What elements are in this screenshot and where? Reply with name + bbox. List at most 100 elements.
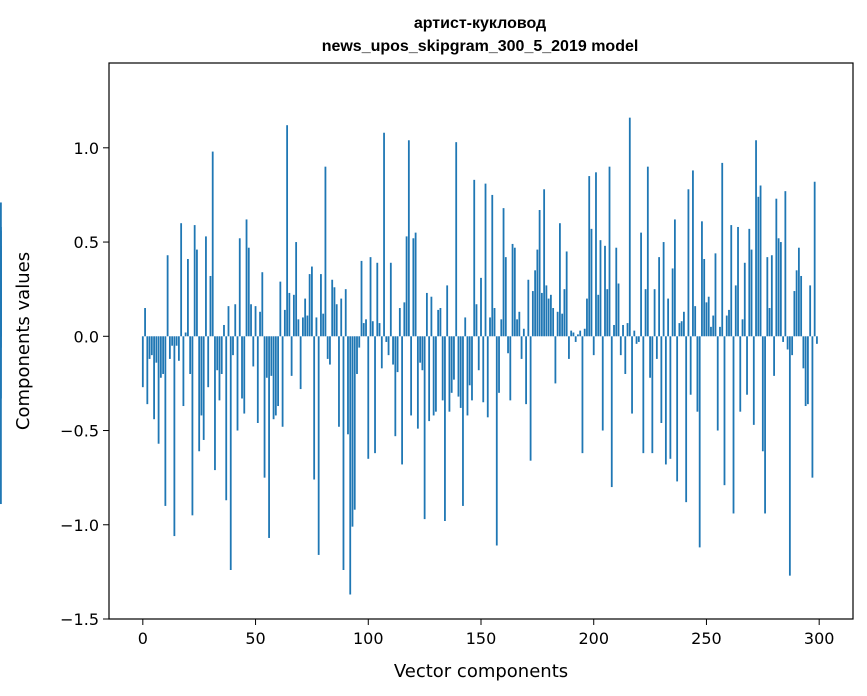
bar — [340, 298, 343, 337]
bar — [329, 336, 331, 365]
x-tick-label: 250 — [691, 629, 722, 648]
bar — [243, 336, 246, 414]
bar — [608, 166, 611, 337]
bar — [308, 274, 311, 337]
bar — [518, 311, 521, 337]
bar — [660, 336, 663, 423]
bar — [0, 336, 2, 348]
bar — [430, 296, 433, 337]
bar — [0, 336, 2, 505]
bars-group — [0, 117, 818, 595]
bar — [232, 336, 234, 356]
x-tick-label: 300 — [804, 629, 835, 648]
bar — [281, 336, 284, 427]
bar — [613, 324, 615, 337]
bar — [146, 336, 149, 405]
bar — [678, 323, 681, 337]
bar — [311, 266, 313, 337]
bar — [788, 336, 791, 576]
bar — [779, 242, 782, 337]
bar — [538, 210, 541, 337]
bar — [651, 336, 654, 454]
bar — [468, 336, 471, 386]
bar — [601, 336, 604, 431]
bar — [804, 336, 807, 407]
bar — [728, 309, 730, 337]
bar — [315, 317, 318, 337]
bar — [446, 285, 449, 337]
bar — [768, 308, 771, 337]
bar — [236, 336, 239, 431]
bar — [338, 336, 340, 427]
bar — [412, 238, 415, 337]
bar — [455, 142, 458, 337]
bar — [435, 336, 437, 412]
bar — [270, 336, 273, 376]
x-tick-label: 50 — [245, 629, 265, 648]
bar — [737, 226, 739, 337]
bar — [290, 336, 293, 376]
bar — [141, 336, 144, 388]
bar — [782, 336, 785, 342]
bar — [401, 336, 403, 465]
bar — [168, 336, 171, 359]
bar — [250, 304, 252, 337]
bar — [721, 162, 724, 337]
bar — [387, 336, 390, 356]
bar — [592, 336, 595, 356]
bar — [459, 336, 462, 408]
y-axis-ticks: −1.5 −1.0 −0.5 0.0 0.5 1.0 — [60, 139, 109, 629]
bar — [565, 251, 568, 337]
bar — [766, 257, 769, 337]
bar — [331, 279, 334, 337]
x-axis-label: Vector components — [394, 661, 568, 682]
bar — [385, 336, 388, 342]
y-tick-label: −0.5 — [60, 422, 99, 441]
bar — [380, 336, 383, 369]
bar — [701, 221, 703, 337]
bar — [241, 336, 243, 399]
bar — [493, 308, 496, 337]
bar — [362, 323, 365, 337]
chart-title-line1: артист-кукловод — [414, 15, 546, 32]
bar — [775, 198, 778, 337]
bar — [371, 321, 374, 337]
bar — [586, 298, 588, 337]
bar — [405, 236, 408, 337]
bar — [347, 336, 349, 435]
bar — [816, 336, 818, 344]
bar — [322, 313, 325, 337]
bar — [574, 336, 577, 342]
bar — [556, 311, 559, 337]
bar — [552, 308, 555, 337]
bar — [692, 170, 694, 337]
bar — [513, 247, 516, 337]
y-tick-label: 1.0 — [74, 139, 99, 158]
bar — [489, 317, 491, 337]
bar — [590, 228, 593, 337]
bar — [202, 336, 205, 440]
bar — [628, 117, 631, 337]
y-tick-label: 0.0 — [74, 327, 99, 346]
bar — [667, 298, 670, 337]
bar — [698, 336, 701, 548]
bar — [425, 292, 428, 337]
bar — [252, 336, 255, 367]
bar — [349, 336, 352, 595]
bar — [495, 336, 498, 546]
bar — [500, 319, 503, 337]
bar — [511, 243, 514, 337]
x-axis-ticks: 0 50 100 150 200 250 300 — [138, 619, 835, 648]
bar — [450, 336, 453, 393]
bar — [570, 330, 573, 337]
bar — [559, 223, 561, 337]
bar — [522, 328, 525, 337]
bar — [407, 140, 410, 337]
bar — [739, 336, 742, 412]
bar — [419, 336, 422, 363]
bar — [398, 308, 401, 337]
bar — [317, 336, 320, 555]
bar — [295, 242, 298, 337]
bar — [394, 336, 397, 437]
bar — [509, 336, 512, 401]
